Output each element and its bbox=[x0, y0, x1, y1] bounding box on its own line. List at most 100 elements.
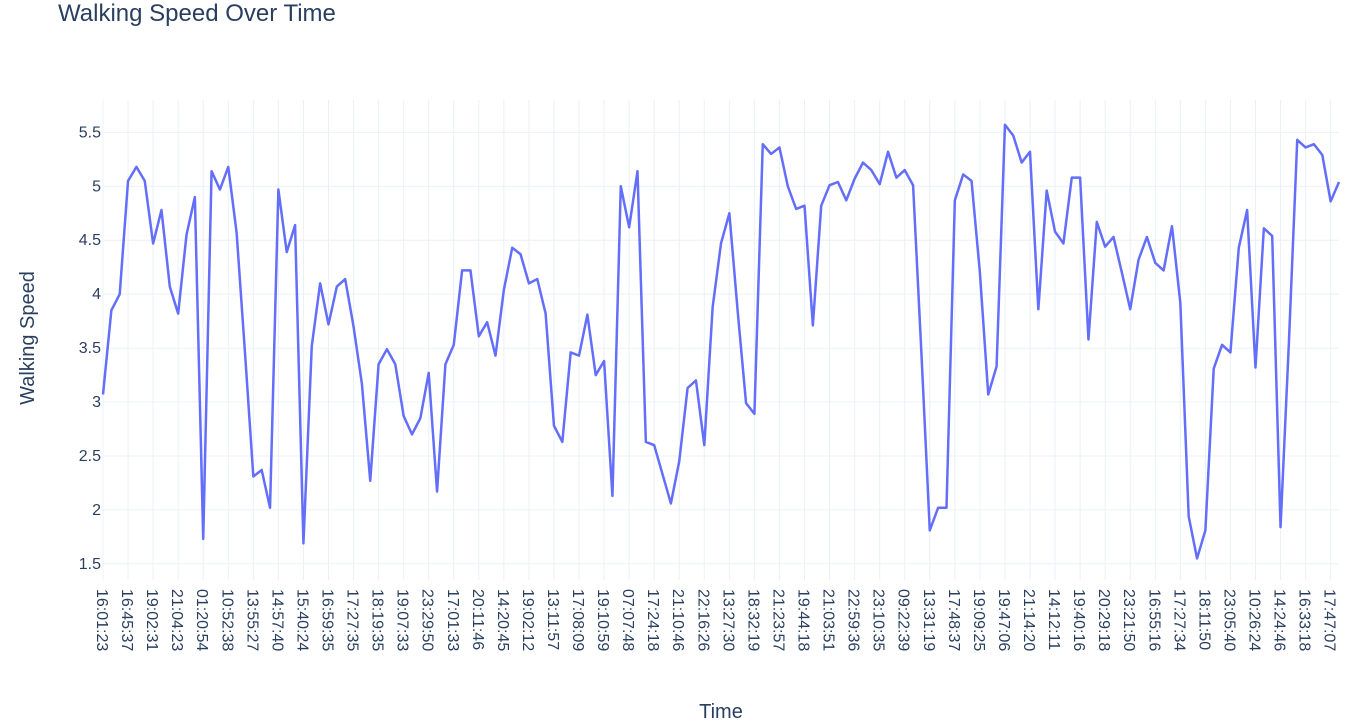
data-point[interactable] bbox=[309, 343, 315, 349]
data-point[interactable] bbox=[175, 311, 181, 317]
data-point[interactable] bbox=[1085, 336, 1091, 342]
data-point[interactable] bbox=[969, 178, 975, 184]
data-point[interactable] bbox=[1328, 198, 1334, 204]
data-point[interactable] bbox=[267, 505, 273, 511]
data-point[interactable] bbox=[384, 346, 390, 352]
data-point[interactable] bbox=[292, 222, 298, 228]
data-point[interactable] bbox=[1303, 144, 1309, 150]
data-point[interactable] bbox=[685, 385, 691, 391]
data-point[interactable] bbox=[1044, 188, 1050, 194]
data-point[interactable] bbox=[651, 442, 657, 448]
data-point[interactable] bbox=[751, 411, 757, 417]
data-point[interactable] bbox=[943, 505, 949, 511]
data-point[interactable] bbox=[217, 187, 223, 193]
data-point[interactable] bbox=[192, 194, 198, 200]
data-point[interactable] bbox=[317, 280, 323, 286]
data-point[interactable] bbox=[401, 413, 407, 419]
data-point[interactable] bbox=[1002, 122, 1008, 128]
data-point[interactable] bbox=[1027, 149, 1033, 155]
data-point[interactable] bbox=[1144, 234, 1150, 240]
data-point[interactable] bbox=[760, 141, 766, 147]
data-point[interactable] bbox=[359, 381, 365, 387]
data-point[interactable] bbox=[150, 240, 156, 246]
data-point[interactable] bbox=[534, 276, 540, 282]
data-point[interactable] bbox=[1035, 306, 1041, 312]
data-point[interactable] bbox=[209, 168, 215, 174]
data-point[interactable] bbox=[802, 203, 808, 209]
data-point[interactable] bbox=[835, 179, 841, 185]
data-point[interactable] bbox=[743, 400, 749, 406]
data-point[interactable] bbox=[1052, 229, 1058, 235]
data-point[interactable] bbox=[108, 307, 114, 313]
data-point[interactable] bbox=[459, 267, 465, 273]
data-point[interactable] bbox=[718, 240, 724, 246]
data-point[interactable] bbox=[125, 178, 131, 184]
data-point[interactable] bbox=[985, 391, 991, 397]
data-point[interactable] bbox=[918, 350, 924, 356]
data-point[interactable] bbox=[935, 505, 941, 511]
data-point[interactable] bbox=[392, 361, 398, 367]
data-point[interactable] bbox=[1152, 260, 1158, 266]
data-point[interactable] bbox=[493, 353, 499, 359]
data-point[interactable] bbox=[626, 224, 632, 230]
data-point[interactable] bbox=[785, 183, 791, 189]
data-point[interactable] bbox=[509, 245, 515, 251]
data-point[interactable] bbox=[593, 372, 599, 378]
data-point[interactable] bbox=[827, 182, 833, 188]
data-point[interactable] bbox=[158, 207, 164, 213]
data-point[interactable] bbox=[843, 197, 849, 203]
data-point[interactable] bbox=[1186, 513, 1192, 519]
data-point[interactable] bbox=[100, 391, 106, 397]
data-point[interactable] bbox=[668, 500, 674, 506]
data-point[interactable] bbox=[367, 478, 373, 484]
data-point[interactable] bbox=[1269, 233, 1275, 239]
data-point[interactable] bbox=[234, 230, 240, 236]
data-point[interactable] bbox=[1102, 244, 1108, 250]
data-point[interactable] bbox=[200, 536, 206, 542]
data-point[interactable] bbox=[994, 363, 1000, 369]
data-point[interactable] bbox=[584, 312, 590, 318]
data-point[interactable] bbox=[1094, 219, 1100, 225]
data-point[interactable] bbox=[1169, 223, 1175, 229]
data-point[interactable] bbox=[1194, 555, 1200, 561]
data-point[interactable] bbox=[818, 203, 824, 209]
data-point[interactable] bbox=[701, 442, 707, 448]
data-point[interactable] bbox=[1311, 141, 1317, 147]
data-point[interactable] bbox=[927, 527, 933, 533]
data-point[interactable] bbox=[559, 439, 565, 445]
data-point[interactable] bbox=[860, 160, 866, 166]
data-point[interactable] bbox=[726, 210, 732, 216]
data-point[interactable] bbox=[325, 321, 331, 327]
data-point[interactable] bbox=[810, 322, 816, 328]
data-point[interactable] bbox=[609, 493, 615, 499]
data-point[interactable] bbox=[893, 175, 899, 181]
data-point[interactable] bbox=[543, 311, 549, 317]
data-point[interactable] bbox=[1244, 207, 1250, 213]
data-point[interactable] bbox=[1219, 342, 1225, 348]
data-point[interactable] bbox=[409, 431, 415, 437]
data-point[interactable] bbox=[868, 167, 874, 173]
data-point[interactable] bbox=[275, 187, 281, 193]
data-point[interactable] bbox=[250, 473, 256, 479]
data-point[interactable] bbox=[710, 304, 716, 310]
data-point[interactable] bbox=[1077, 175, 1083, 181]
data-point[interactable] bbox=[1202, 527, 1208, 533]
data-point[interactable] bbox=[1119, 270, 1125, 276]
data-point[interactable] bbox=[376, 361, 382, 367]
data-point[interactable] bbox=[1161, 267, 1167, 273]
data-point[interactable] bbox=[518, 251, 524, 257]
data-point[interactable] bbox=[977, 270, 983, 276]
data-point[interactable] bbox=[434, 489, 440, 495]
data-point[interactable] bbox=[693, 377, 699, 383]
data-point[interactable] bbox=[1010, 133, 1016, 139]
data-point[interactable] bbox=[1336, 179, 1342, 185]
data-point[interactable] bbox=[1236, 245, 1242, 251]
data-point[interactable] bbox=[284, 249, 290, 255]
data-point[interactable] bbox=[476, 333, 482, 339]
data-point[interactable] bbox=[1227, 349, 1233, 355]
data-point[interactable] bbox=[1278, 524, 1284, 530]
data-point[interactable] bbox=[768, 151, 774, 157]
data-point[interactable] bbox=[1019, 160, 1025, 166]
data-point[interactable] bbox=[484, 319, 490, 325]
data-point[interactable] bbox=[960, 171, 966, 177]
